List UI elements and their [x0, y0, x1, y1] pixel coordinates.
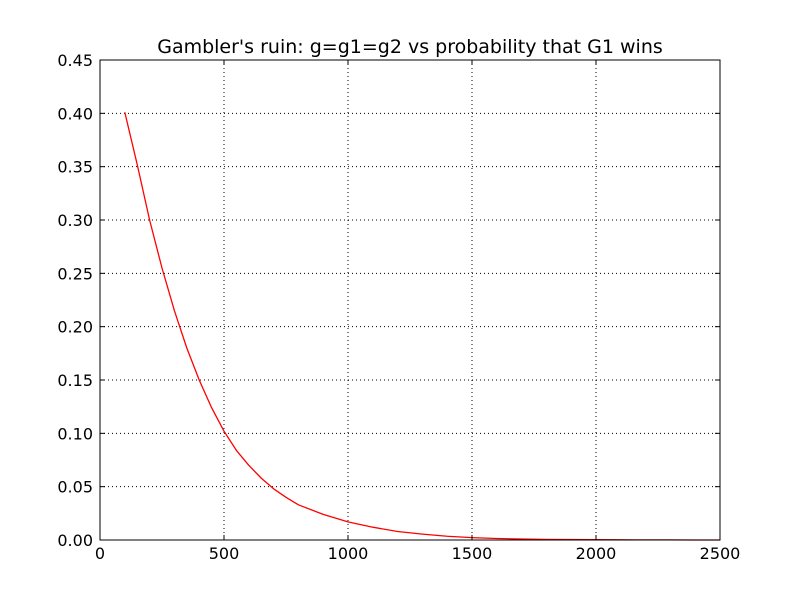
y-tick-label: 0.05 — [57, 478, 93, 497]
chart-title: Gambler's ruin: g=g1=g2 vs probability t… — [157, 36, 663, 58]
x-tick-label: 0 — [95, 544, 105, 563]
axes-frame — [99, 59, 721, 541]
y-tick-label: 0.15 — [57, 371, 93, 390]
x-tick-label: 2000 — [576, 544, 617, 563]
plot-area: 0 500 1000 1500 2000 2500 0.00 0.05 0.10 0.15 0.20… — [57, 51, 740, 563]
y-tick-label: 0.35 — [57, 158, 93, 177]
plot-background — [100, 60, 720, 540]
y-tick-label: 0.45 — [57, 51, 93, 70]
y-tick-label: 0.10 — [57, 424, 93, 443]
y-tick-label: 0.00 — [57, 531, 93, 550]
y-tick-label: 0.40 — [57, 104, 93, 123]
y-tick-label: 0.30 — [57, 211, 93, 230]
y-tick-label: 0.20 — [57, 318, 93, 337]
x-tick-label: 1000 — [328, 544, 369, 563]
y-tick-label: 0.25 — [57, 264, 93, 283]
x-tick-label: 500 — [209, 544, 240, 563]
x-tick-label: 2500 — [700, 544, 741, 563]
x-tick-label: 1500 — [452, 544, 493, 563]
